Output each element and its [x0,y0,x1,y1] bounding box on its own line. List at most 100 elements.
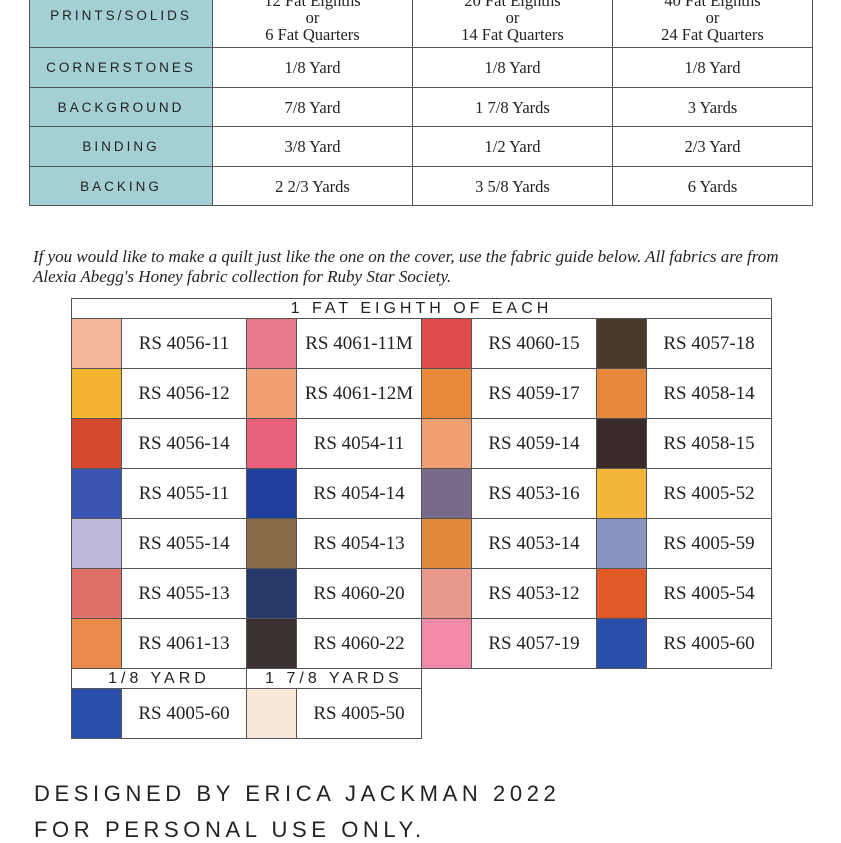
text: 7/8 Yard [284,97,341,117]
fabric-code: RS 4061-12M [296,368,422,419]
text: RS 4060-15 [488,332,580,354]
text: or [705,8,720,27]
text: or [305,8,320,27]
row-label: BINDING [29,126,213,167]
text: 6 Fat Quarters [265,25,360,44]
text: RS 4060-20 [313,582,405,604]
text: 6 Yards [687,176,738,196]
fabric-code: RS 4057-19 [471,618,597,669]
text: 2 2/3 Yards [275,176,350,196]
fabric-code: RS 4060-20 [296,568,422,619]
text: BACKING [80,178,162,194]
swatch [71,568,122,619]
swatch [246,318,297,369]
swatch [246,568,297,619]
fabric-code: RS 4005-59 [646,518,772,569]
text: RS 4056-14 [138,432,230,454]
text: RS 4061-13 [138,632,230,654]
text: BINDING [82,139,160,154]
text: RS 4053-12 [488,582,580,604]
row-label: BACKING [29,166,213,206]
swatch [596,468,647,519]
note: If you would like to make a quilt just l… [33,247,779,286]
fabric-code: RS 4055-11 [121,468,247,519]
text: 24 Fat Quarters [661,25,764,44]
table-cell: 12 Fat Eighths or 6 Fat Quarters [212,0,413,48]
fabric-code: RS 4054-14 [296,468,422,519]
text: RS 4055-14 [138,532,230,554]
text: RS 4005-52 [663,482,755,504]
fabric-code: RS 4057-18 [646,318,772,369]
row-label: CORNERSTONES [29,47,213,88]
text: RS 4055-11 [138,482,230,504]
swatch [421,368,472,419]
table-cell: 2 2/3 Yards [212,166,413,206]
row-label: BACKGROUND [29,87,213,127]
swatch [71,318,122,369]
fabric-code: RS 4005-52 [646,468,772,519]
text: 1/8 Yard [284,58,341,77]
text: RS 4059-14 [488,432,580,454]
text: RS 4059-17 [488,382,580,404]
fabric-code: RS 4053-12 [471,568,597,619]
table-cell: 3 Yards [612,87,813,127]
fabric-code: RS 4060-22 [296,618,422,669]
text: RS 4005-54 [663,582,755,604]
swatch [421,468,472,519]
text: RS 4005-59 [663,532,755,554]
swatch [421,568,472,619]
text: BACKGROUND [57,99,185,115]
swatch [246,368,297,419]
swatch [596,318,647,369]
text: RS 4057-18 [663,332,755,354]
fabric-code: RS 4059-14 [471,418,597,469]
text: 1 7/8 YARDS [265,669,403,687]
text: RS 4053-14 [488,532,580,554]
swatch [246,518,297,569]
fabric-code: RS 4055-13 [121,568,247,619]
text: RS 4061-12M [304,382,414,404]
text: RS 4060-22 [313,632,405,654]
fabric-code: RS 4055-14 [121,518,247,569]
text: RS 4005-60 [138,702,230,724]
text: RS 4058-14 [663,382,755,404]
text: 1/8 YARD [108,669,210,687]
text: PRINTS/SOLIDS [50,8,192,23]
swatch [71,368,122,419]
table-cell: 40 Fat Eighths or 24 Fat Quarters [612,0,813,48]
fabric-code: RS 4058-14 [646,368,772,419]
table-cell: 3/8 Yard [212,126,413,167]
text: RS 4056-12 [138,382,230,404]
table-cell: 1/8 Yard [412,47,613,88]
table-cell: 1 7/8 Yards [412,87,613,127]
text: RS 4053-16 [488,482,580,504]
text: RS 4057-19 [488,632,580,654]
row-label: PRINTS/SOLIDS [29,0,213,48]
swatch [596,618,647,669]
fabric-code: RS 4054-13 [296,518,422,569]
swatch [71,518,122,569]
text: 1 FAT EIGHTH OF EACH [290,299,553,317]
swatch [421,618,472,669]
fabric-code: RS 4061-13 [121,618,247,669]
swatch [596,368,647,419]
table-cell: 3 5/8 Yards [412,166,613,206]
text: or [505,8,520,27]
swatch [71,618,122,669]
text: RS 4005-50 [313,702,405,724]
text: RS 4054-11 [313,432,405,454]
swatch [246,688,297,739]
fabric-code: RS 4053-16 [471,468,597,519]
text: 20 Fat Eighths [464,0,561,10]
table-cell: 1/2 Yard [412,126,613,167]
swatch [71,468,122,519]
swatch [596,568,647,619]
text: RS 4058-15 [663,432,755,454]
text: RS 4054-13 [313,532,405,554]
fabric-code: RS 4056-12 [121,368,247,419]
fabric-code: RS 4005-50 [296,688,422,739]
section-heading: 1 FAT EIGHTH OF EACH [71,298,772,319]
table-cell: 2/3 Yard [612,126,813,167]
text: 1 7/8 Yards [475,97,550,117]
